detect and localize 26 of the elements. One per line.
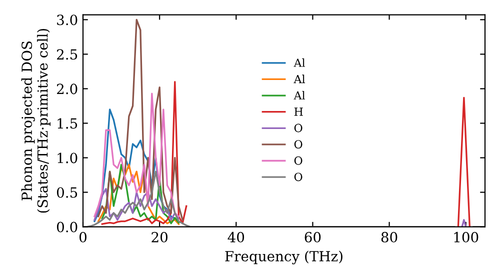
x-tick-label: 0 — [79, 232, 86, 242]
y-tick-label: 2.0 — [56, 84, 78, 94]
y-tick-label: 1.5 — [58, 118, 78, 129]
line-series — [94, 92, 180, 218]
y-tick-label: 0.5 — [56, 187, 78, 198]
legend-label: Al — [294, 74, 306, 84]
x-tick-label: 40 — [228, 232, 244, 242]
x-tick-label: 20 — [152, 232, 168, 242]
legend-label: Al — [294, 90, 306, 100]
y-axis-title: Phonon projected DOS (States/THz·primitive cell) — [21, 28, 50, 213]
legend-label: O — [294, 172, 302, 182]
legend-label: Al — [294, 58, 306, 67]
legend-label: O — [294, 140, 302, 149]
x-tick-label: 60 — [304, 232, 321, 242]
y-tick-label: 1.0 — [58, 152, 78, 164]
legend-label: O — [294, 156, 302, 165]
x-tick-label: 80 — [381, 232, 398, 242]
y-tick-label: 2.5 — [56, 49, 78, 60]
y-tick-label: 0.0 — [56, 222, 78, 232]
x-axis-title: Frequency (THz) — [225, 250, 342, 264]
legend-label: O — [294, 124, 302, 132]
line-series — [97, 18, 184, 221]
legend-label: H — [294, 108, 303, 116]
y-tick-label: 3.0 — [57, 14, 78, 26]
line-series — [94, 108, 176, 222]
x-tick-label: 100 — [454, 232, 478, 242]
